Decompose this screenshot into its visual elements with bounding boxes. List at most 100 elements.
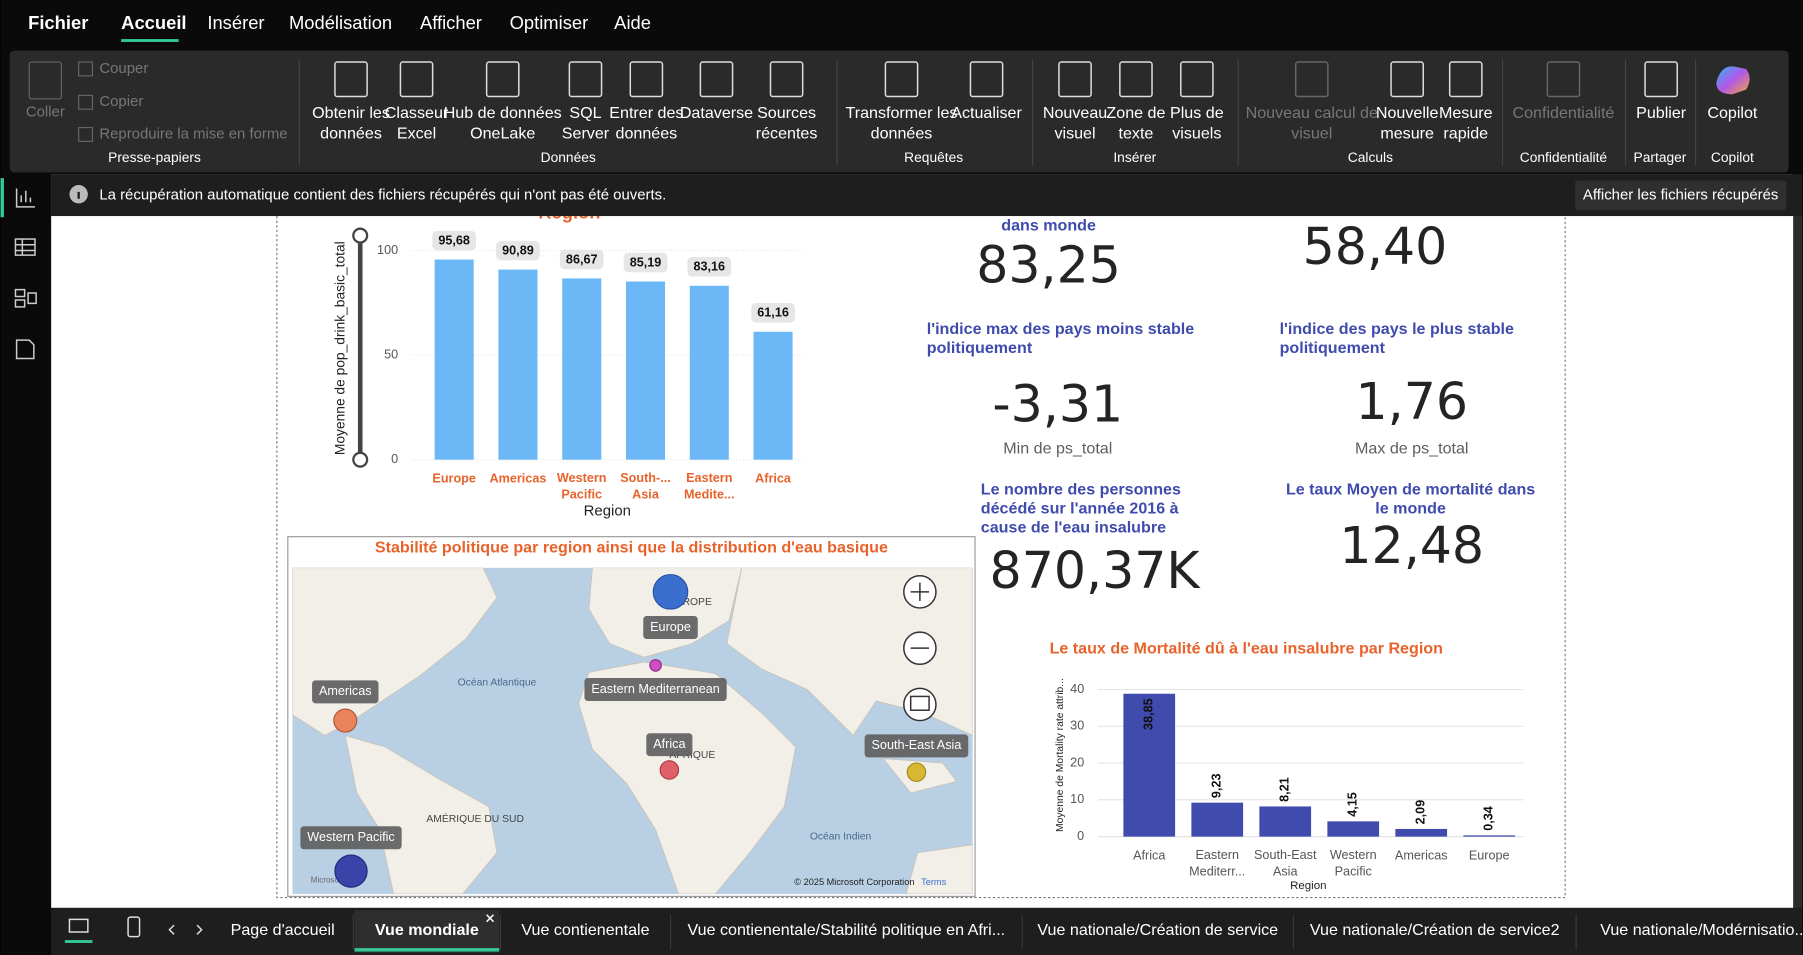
bar[interactable] (498, 269, 538, 460)
ribbon-button-label[interactable]: visuel (1054, 125, 1095, 143)
bar[interactable] (1395, 828, 1448, 837)
page-tab-label[interactable]: Vue contienentale (521, 921, 649, 939)
notification-button-label[interactable]: Afficher les fichiers récupérés (1583, 186, 1778, 203)
ribbon-button-label[interactable]: Copier (99, 93, 143, 110)
tab-close[interactable] (486, 914, 495, 923)
ribbon-button-label[interactable]: Excel (397, 125, 436, 143)
ribbon-button-label[interactable]: Sources (757, 104, 816, 122)
map-terms[interactable]: Terms (921, 877, 946, 887)
bubble[interactable] (333, 708, 358, 733)
ribbon-icon (699, 61, 734, 98)
ribbon-button-label[interactable]: Publier (1636, 104, 1687, 122)
ribbon-group-label: Données (541, 150, 596, 165)
ribbon-button-label[interactable]: texte (1119, 125, 1154, 143)
ribbon-button-label[interactable]: données (320, 125, 382, 143)
ribbon-button-label[interactable]: rapide (1443, 125, 1488, 143)
page-tab-label[interactable]: Page d'accueil (231, 921, 335, 939)
page-tab-label[interactable]: Vue nationale/Modérnisatio... (1600, 921, 1803, 939)
bar[interactable] (434, 259, 474, 460)
bar[interactable] (753, 331, 793, 460)
ribbon-icon-small (78, 126, 94, 142)
bar[interactable] (625, 281, 666, 460)
region-label: Western Pacific (307, 830, 394, 844)
ribbon-button-label[interactable]: visuel (1291, 125, 1332, 143)
page-tab[interactable] (1294, 910, 1575, 953)
ribbon-button-label[interactable]: Nouveau (1043, 104, 1107, 122)
menu-item[interactable]: Optimiser (510, 12, 589, 33)
value-label-bg (496, 240, 540, 261)
page-tab[interactable] (501, 910, 670, 953)
ribbon-button-label[interactable]: Coller (26, 104, 65, 121)
ribbon-button-label[interactable]: Actualiser (951, 104, 1022, 122)
ribbon-button-label[interactable]: Server (562, 125, 610, 143)
ribbon-button-label[interactable]: Transformer les (846, 104, 958, 122)
bubble[interactable] (652, 574, 689, 610)
bar[interactable] (1259, 806, 1312, 837)
ribbon-button-label[interactable]: OneLake (470, 125, 535, 143)
ribbon-button-label[interactable]: Reproduire la mise en forme (99, 125, 287, 142)
mobile-layout[interactable] (127, 916, 141, 938)
page-tab[interactable] (213, 910, 353, 953)
ribbon-button-label[interactable]: Classeur (385, 104, 449, 122)
table-view-icon[interactable] (14, 238, 36, 256)
ribbon-button-label[interactable]: Nouveau calcul de (1246, 104, 1378, 122)
ribbon-button-label[interactable]: SQL (569, 104, 601, 122)
value-label-bg (432, 230, 477, 251)
page-tab[interactable] (1577, 910, 1803, 953)
ribbon-button-label[interactable]: données (616, 125, 678, 143)
page-tab-label[interactable]: Vue nationale/Création de service2 (1310, 921, 1560, 939)
tab-prev[interactable] (168, 924, 175, 935)
page-tab[interactable] (354, 910, 500, 953)
page-tab-label[interactable]: Vue nationale/Création de service (1037, 921, 1278, 939)
y-tick-label: 40 (1070, 682, 1084, 696)
notification-button[interactable] (1574, 180, 1787, 211)
bar[interactable] (562, 278, 602, 460)
page-tab[interactable] (671, 910, 1022, 953)
ribbon-button-label[interactable]: Nouvelle (1376, 104, 1439, 122)
menu-item[interactable]: Modélisation (289, 12, 392, 33)
menu-item[interactable]: Afficher (420, 12, 482, 33)
menu-item[interactable]: Aide (614, 12, 651, 33)
bubble[interactable] (659, 760, 680, 780)
bar[interactable] (1123, 693, 1176, 837)
menu-item[interactable]: Accueil (121, 12, 186, 33)
tab-next[interactable] (196, 924, 203, 935)
bubble[interactable] (334, 854, 368, 888)
bar[interactable] (1327, 821, 1380, 837)
map-select[interactable] (903, 687, 937, 722)
value-label: 38,85 (1142, 698, 1156, 730)
ribbon-button-label[interactable]: Confidentialité (1512, 104, 1614, 122)
menu-item[interactable]: Insérer (207, 12, 264, 33)
report-view-icon[interactable] (15, 188, 35, 208)
ribbon-button-label[interactable]: données (871, 125, 933, 143)
bar[interactable] (1463, 835, 1516, 837)
bar[interactable] (689, 285, 729, 460)
chart-title: Le taux de Mortalité dû à l'eau insalubr… (1050, 640, 1443, 658)
ribbon-button-label[interactable]: Mesure (1439, 104, 1493, 122)
ribbon-button-label[interactable]: Plus de (1170, 104, 1224, 122)
ribbon-button-label[interactable]: Entrer des (609, 104, 683, 122)
ribbon (9, 50, 1789, 173)
slider-handle[interactable] (352, 227, 369, 244)
menu-item[interactable]: Fichier (28, 12, 88, 33)
ribbon-button-label[interactable]: récentes (756, 125, 818, 143)
ribbon-button-label[interactable]: Copilot (1707, 104, 1758, 122)
ribbon-button-label[interactable]: visuels (1172, 125, 1221, 143)
bubble[interactable] (906, 762, 927, 783)
ribbon-button-label[interactable]: mesure (1380, 125, 1434, 143)
page-tab-label[interactable]: Vue mondiale (375, 921, 479, 939)
ribbon-button-label[interactable]: Dataverse (680, 104, 753, 122)
ribbon-button-label[interactable]: Zone de (1106, 104, 1165, 122)
model-view-icon[interactable] (14, 288, 37, 308)
dax-view-icon[interactable] (15, 339, 35, 360)
map-title: Stabilité politique par region ainsi que… (375, 538, 888, 556)
ribbon-button-label[interactable]: Couper (99, 60, 148, 77)
slider-handle[interactable] (352, 451, 369, 468)
bubble[interactable] (649, 659, 662, 672)
ribbon-button-label[interactable]: Hub de données (444, 104, 562, 122)
bar[interactable] (1191, 802, 1244, 837)
desktop-layout[interactable] (68, 918, 89, 933)
ribbon-button-label[interactable]: Obtenir les (312, 104, 390, 122)
page-tab-label[interactable]: Vue contienentale/Stabilité politique en… (688, 921, 1006, 939)
page-tab[interactable] (1023, 910, 1293, 953)
